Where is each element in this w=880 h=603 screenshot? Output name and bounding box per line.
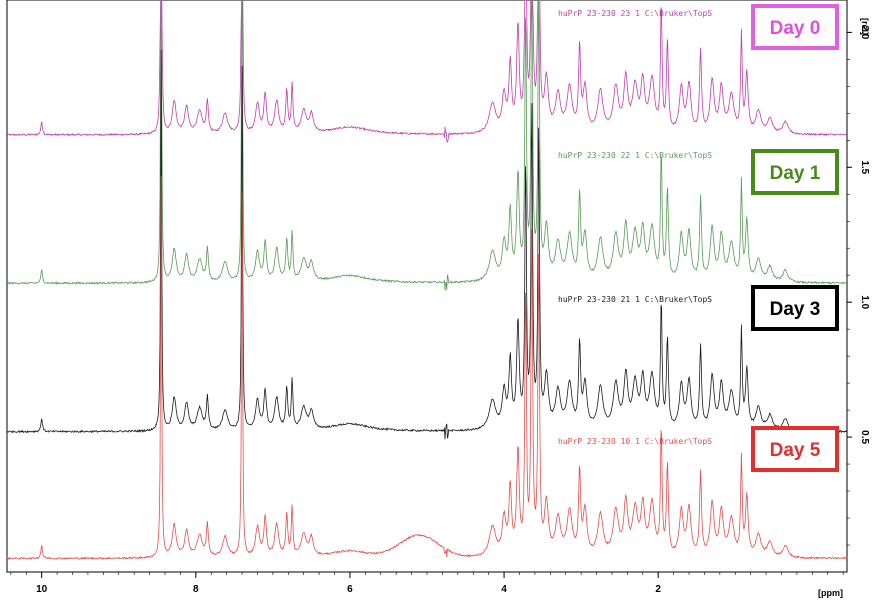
x-axis-unit-label: [ppm] bbox=[818, 588, 843, 598]
spectrum-trace-day-0 bbox=[6, 0, 848, 144]
spectrum-trace-day-1 bbox=[6, 0, 848, 291]
day-label-text: Day 3 bbox=[770, 299, 821, 320]
day-legend: Day 0 Day 1 Day 3 Day 5 bbox=[751, 4, 839, 472]
day-label-box bbox=[751, 4, 839, 50]
spectrum-label: huPrP 23-230 21 1 C:\Bruker\TopS bbox=[558, 295, 712, 304]
spectrum-trace-day-3 bbox=[6, 49, 848, 440]
x-tick-label: 8 bbox=[193, 584, 199, 595]
spectrum-label: huPrP 23-230 23 1 C:\Bruker\TopS bbox=[558, 9, 712, 18]
day-label-text: Day 0 bbox=[770, 18, 821, 39]
y-tick-label: 0.5 bbox=[859, 430, 870, 444]
y-tick-label: 1.5 bbox=[859, 160, 870, 174]
spectrum-traces bbox=[6, 0, 848, 561]
x-axis: 10 8 6 4 2 bbox=[10, 572, 844, 595]
x-tick-label: 4 bbox=[501, 584, 507, 595]
spectrum-trace-day-5 bbox=[6, 175, 848, 561]
spectrum-label: huPrP 23-230 22 1 C:\Bruker\TopS bbox=[558, 151, 712, 160]
day-label-text: Day 1 bbox=[770, 163, 821, 184]
day-label-text: Day 5 bbox=[770, 440, 821, 461]
x-tick-label: 10 bbox=[36, 584, 48, 595]
x-tick-label: 6 bbox=[347, 584, 353, 595]
day-label-box bbox=[751, 285, 839, 331]
y-axis-unit-label: [rel] bbox=[860, 18, 870, 35]
day-label-box bbox=[751, 149, 839, 195]
x-tick-label: 2 bbox=[655, 584, 661, 595]
spectrum-label: huPrP 23-230 10 1 C:\Bruker\TopS bbox=[558, 437, 712, 446]
day-label-box bbox=[751, 426, 839, 472]
y-tick-label: 1.0 bbox=[859, 295, 870, 309]
y-axis: 2.0 1.5 1.0 0.5 bbox=[847, 25, 870, 546]
spectrum-labels: huPrP 23-230 23 1 C:\Bruker\TopS huPrP 23… bbox=[558, 9, 712, 446]
y-tick-label: 2.0 bbox=[859, 25, 870, 39]
